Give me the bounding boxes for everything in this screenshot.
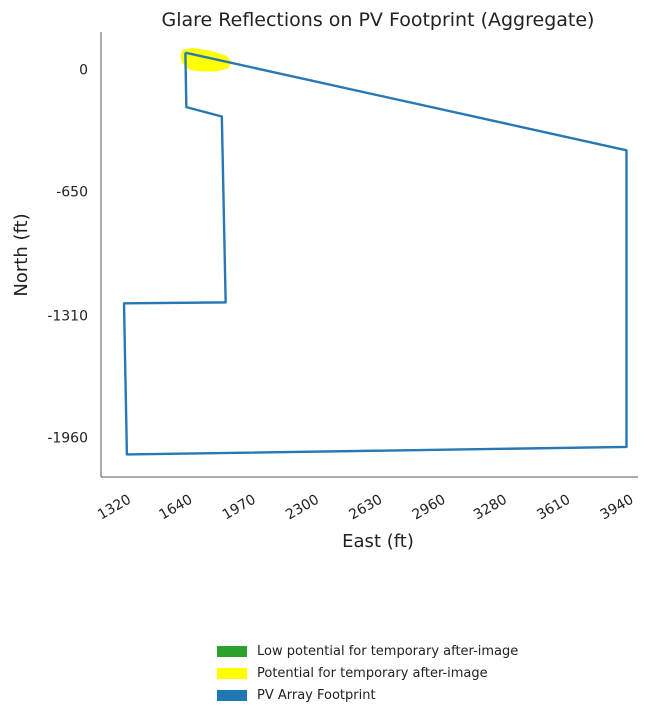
plot-area [122, 47, 628, 456]
y-axis-title: North (ft) [11, 213, 32, 296]
y-tick-label: -1960 [47, 431, 88, 447]
y-tick-label: -650 [56, 185, 88, 201]
legend: Low potential for temporary after-image … [217, 640, 518, 706]
x-axis-title: East (ft) [342, 531, 414, 552]
x-tick-label: 1640 [157, 492, 196, 524]
legend-swatch-yellow [217, 667, 247, 679]
legend-swatch-blue [217, 689, 247, 701]
legend-label: Low potential for temporary after-image [257, 643, 519, 659]
x-tick-label: 2630 [346, 492, 385, 524]
x-tick-label: 1320 [95, 492, 134, 524]
legend-item-potential: Potential for temporary after-image [217, 662, 518, 684]
legend-swatch-green [217, 645, 247, 657]
legend-item-low-potential: Low potential for temporary after-image [217, 640, 518, 662]
y-tick-label: 0 [79, 63, 88, 79]
x-tick-label: 2960 [410, 492, 449, 524]
glare-chart: Glare Reflections on PV Footprint (Aggre… [11, 9, 638, 552]
y-tick-label: -1310 [47, 309, 88, 325]
x-tick-label: 1970 [220, 492, 259, 524]
legend-item-pv-footprint: PV Array Footprint [217, 684, 518, 706]
glare-region [180, 47, 232, 72]
x-tick-label: 2300 [283, 492, 322, 524]
axes: 0 -650 -1310 -1960 1320 1640 1970 2300 2630 2960 3… [47, 32, 638, 523]
x-tick-label: 3940 [598, 492, 637, 524]
legend-label: Potential for temporary after-image [257, 665, 488, 681]
x-tick-label: 3610 [534, 492, 573, 524]
pv-footprint-line [122, 51, 628, 456]
legend-label: PV Array Footprint [257, 687, 376, 703]
x-tick-label: 3280 [471, 492, 510, 524]
chart-title: Glare Reflections on PV Footprint (Aggre… [162, 9, 595, 31]
